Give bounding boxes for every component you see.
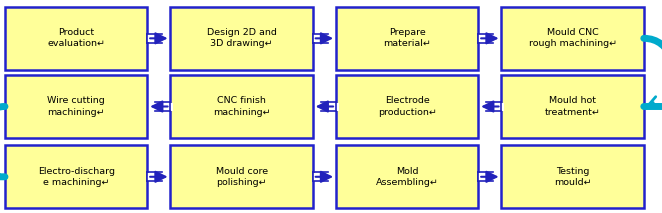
FancyBboxPatch shape bbox=[336, 145, 478, 208]
Text: Mould CNC
rough machining↵: Mould CNC rough machining↵ bbox=[528, 28, 617, 48]
Text: Wire cutting
machining↵: Wire cutting machining↵ bbox=[47, 96, 105, 117]
Text: Mould core
polishing↵: Mould core polishing↵ bbox=[216, 167, 267, 187]
FancyBboxPatch shape bbox=[336, 75, 478, 138]
FancyBboxPatch shape bbox=[171, 7, 313, 70]
FancyBboxPatch shape bbox=[502, 145, 644, 208]
Bar bbox=[313, 173, 331, 181]
FancyBboxPatch shape bbox=[5, 75, 147, 138]
Text: Electro-discharg
e machining↵: Electro-discharg e machining↵ bbox=[38, 167, 115, 187]
Text: Prepare
material↵: Prepare material↵ bbox=[383, 28, 431, 48]
Text: Electrode
production↵: Electrode production↵ bbox=[378, 96, 436, 117]
Bar bbox=[147, 34, 166, 42]
Bar bbox=[478, 173, 496, 181]
Text: Mould hot
treatment↵: Mould hot treatment↵ bbox=[545, 96, 600, 117]
Bar bbox=[313, 34, 331, 42]
FancyBboxPatch shape bbox=[502, 75, 644, 138]
Bar bbox=[147, 173, 166, 181]
Text: Mold
Assembling↵: Mold Assembling↵ bbox=[376, 167, 438, 187]
FancyBboxPatch shape bbox=[171, 75, 313, 138]
Text: Product
evaluation↵: Product evaluation↵ bbox=[47, 28, 105, 48]
FancyBboxPatch shape bbox=[336, 7, 478, 70]
FancyBboxPatch shape bbox=[171, 145, 313, 208]
Bar bbox=[487, 102, 504, 111]
Text: Testing
mould↵: Testing mould↵ bbox=[554, 167, 591, 187]
FancyBboxPatch shape bbox=[5, 7, 147, 70]
Bar bbox=[156, 102, 173, 111]
Bar bbox=[478, 34, 496, 42]
Bar bbox=[321, 102, 339, 111]
Text: Design 2D and
3D drawing↵: Design 2D and 3D drawing↵ bbox=[207, 28, 277, 48]
FancyBboxPatch shape bbox=[5, 145, 147, 208]
Text: CNC finish
machining↵: CNC finish machining↵ bbox=[213, 96, 271, 117]
FancyBboxPatch shape bbox=[502, 7, 644, 70]
